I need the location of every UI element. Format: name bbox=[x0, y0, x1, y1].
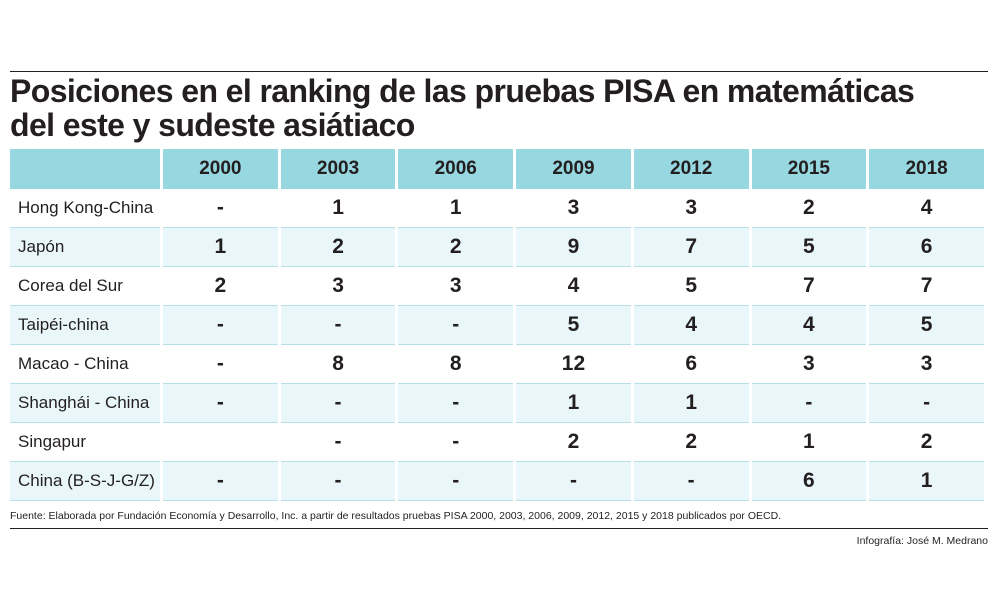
rank-cell-2000: - bbox=[163, 306, 278, 345]
table-row: Japón 1 2 2 9 7 5 6 bbox=[10, 228, 984, 267]
table-body: Hong Kong-China -1 1 3 3 2 4 Japón 1 2 2 9 7 5 6 Corea … bbox=[10, 189, 984, 501]
table-row: Hong Kong-China -1 1 3 3 2 4 bbox=[10, 189, 984, 228]
rank-cell-2006: - bbox=[398, 306, 514, 345]
title-line-1: Posiciones en el ranking de las pruebas … bbox=[10, 73, 915, 109]
table-row: China (B-S-J-G/Z) - - - - -6 1 bbox=[10, 462, 984, 501]
country-label: Japón bbox=[10, 228, 160, 267]
rank-cell-2009: 1 bbox=[516, 384, 631, 423]
rank-cell-2018: 2 bbox=[869, 423, 984, 462]
rank-cell-2006: 2 bbox=[398, 228, 514, 267]
header-year-2009: 2009 bbox=[516, 149, 631, 189]
rank-cell-2015: 6 bbox=[751, 462, 867, 501]
rank-cell-2012: 5 bbox=[633, 267, 749, 306]
rank-cell-2000: 2 bbox=[163, 267, 278, 306]
table-row: Macao - China -8 8 12 6 3 3 bbox=[10, 345, 984, 384]
rank-cell-2000: - bbox=[163, 345, 278, 384]
header-year-2018: 2018 bbox=[869, 149, 984, 189]
header-year-2003: 2003 bbox=[280, 149, 396, 189]
rank-cell-2009: - bbox=[516, 462, 631, 501]
rank-cell-2015: 1 bbox=[751, 423, 867, 462]
country-label: China (B-S-J-G/Z) bbox=[10, 462, 160, 501]
rank-cell-2000: 1 bbox=[163, 228, 278, 267]
rank-cell-2018: 4 bbox=[869, 189, 984, 228]
rank-cell-2009: 4 bbox=[516, 267, 631, 306]
rank-cell-2009: 9 bbox=[516, 228, 631, 267]
rank-cell-2012: 3 bbox=[633, 189, 749, 228]
rank-cell-2003: 3 bbox=[280, 267, 396, 306]
rank-cell-2015: 7 bbox=[751, 267, 867, 306]
rank-cell-2015: 5 bbox=[751, 228, 867, 267]
rank-cell-2012: 6 bbox=[633, 345, 749, 384]
rank-cell-2000: - bbox=[163, 462, 278, 501]
rank-cell-2000: - bbox=[163, 384, 278, 423]
top-rule bbox=[10, 71, 988, 72]
rank-cell-2015: 3 bbox=[751, 345, 867, 384]
rank-cell-2018: 7 bbox=[869, 267, 984, 306]
table-row: Shanghái - China - - -1 1- - bbox=[10, 384, 984, 423]
rank-cell-2003: - bbox=[280, 423, 396, 462]
rank-cell-2003: - bbox=[280, 306, 396, 345]
rank-cell-2003: - bbox=[280, 462, 396, 501]
rank-cell-2015: 2 bbox=[751, 189, 867, 228]
rank-cell-2009: 12 bbox=[516, 345, 631, 384]
title-line-2: del este y sudeste asiátiaco bbox=[10, 107, 415, 143]
rank-cell-2003: - bbox=[280, 384, 396, 423]
chart-title: Posiciones en el ranking de las pruebas … bbox=[10, 74, 950, 142]
rank-cell-2018: 3 bbox=[869, 345, 984, 384]
rank-cell-2003: 1 bbox=[280, 189, 396, 228]
country-label: Hong Kong-China bbox=[10, 189, 160, 228]
table-row: Corea del Sur 2 3 3 4 5 7 7 bbox=[10, 267, 984, 306]
header-year-2000: 2000 bbox=[163, 149, 278, 189]
rank-cell-2006: - bbox=[398, 462, 514, 501]
credit-note: Infografía: José M. Medrano bbox=[856, 535, 988, 547]
header-year-2015: 2015 bbox=[751, 149, 867, 189]
rank-cell-2015: 4 bbox=[751, 306, 867, 345]
rank-cell-2012: - bbox=[633, 462, 749, 501]
header-year-2012: 2012 bbox=[633, 149, 749, 189]
header-corner bbox=[10, 149, 160, 189]
rank-cell-2012: 1 bbox=[633, 384, 749, 423]
source-note: Fuente: Elaborada por Fundación Economía… bbox=[10, 510, 782, 522]
country-label: Singapur bbox=[10, 423, 160, 462]
rank-cell-2006: - bbox=[398, 384, 514, 423]
rank-cell-2000: - bbox=[163, 189, 278, 228]
bottom-rule bbox=[10, 528, 988, 529]
rank-cell-2012: 7 bbox=[633, 228, 749, 267]
ranking-table: 2000 2003 2006 2009 2012 2015 2018 Hong Kong-C… bbox=[7, 149, 987, 501]
rank-cell-2006: 8 bbox=[398, 345, 514, 384]
rank-cell-2003: 8 bbox=[280, 345, 396, 384]
country-label: Shanghái - China bbox=[10, 384, 160, 423]
rank-cell-2018: 1 bbox=[869, 462, 984, 501]
rank-cell-2018: 5 bbox=[869, 306, 984, 345]
rank-cell-2012: 2 bbox=[633, 423, 749, 462]
rank-cell-2006: - bbox=[398, 423, 514, 462]
rank-cell-2012: 4 bbox=[633, 306, 749, 345]
table-row: Taipéi-china - - -5 4 4 5 bbox=[10, 306, 984, 345]
country-label: Macao - China bbox=[10, 345, 160, 384]
country-label: Corea del Sur bbox=[10, 267, 160, 306]
rank-cell-2015: - bbox=[751, 384, 867, 423]
header-year-2006: 2006 bbox=[398, 149, 514, 189]
rank-cell-2009: 3 bbox=[516, 189, 631, 228]
country-label: Taipéi-china bbox=[10, 306, 160, 345]
rank-cell-2009: 5 bbox=[516, 306, 631, 345]
rank-cell-2003: 2 bbox=[280, 228, 396, 267]
rank-cell-2018: - bbox=[869, 384, 984, 423]
header-row: 2000 2003 2006 2009 2012 2015 2018 bbox=[10, 149, 984, 189]
table-row: Singapur - -2 2 1 2 bbox=[10, 423, 984, 462]
rank-cell-2006: 1 bbox=[398, 189, 514, 228]
rank-cell-2009: 2 bbox=[516, 423, 631, 462]
rank-cell-2018: 6 bbox=[869, 228, 984, 267]
rank-cell-2006: 3 bbox=[398, 267, 514, 306]
rank-cell-2000 bbox=[163, 423, 278, 462]
